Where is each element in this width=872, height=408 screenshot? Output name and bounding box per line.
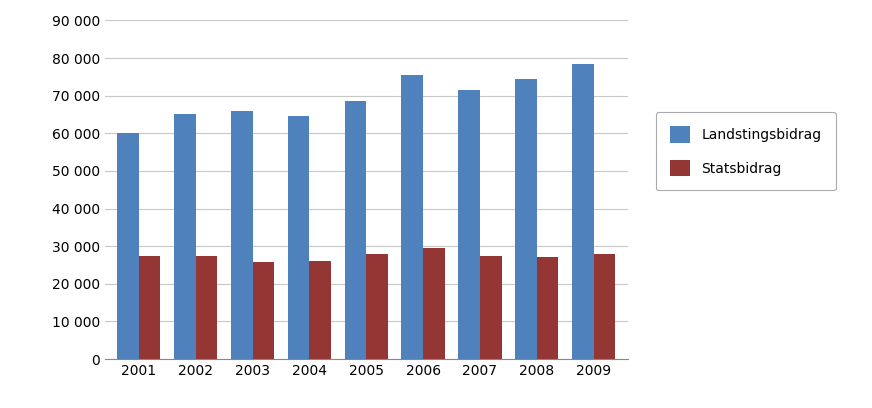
Bar	[594, 254, 616, 359]
Bar	[572, 64, 594, 359]
Bar	[310, 261, 331, 359]
Bar	[117, 133, 139, 359]
Bar	[401, 75, 423, 359]
Bar	[366, 254, 388, 359]
Bar	[537, 257, 558, 359]
Bar	[139, 255, 160, 359]
Bar	[344, 101, 366, 359]
Bar	[253, 262, 274, 359]
Bar	[423, 248, 445, 359]
Bar	[480, 255, 501, 359]
Bar	[459, 90, 480, 359]
Legend: Landstingsbidrag, Statsbidrag: Landstingsbidrag, Statsbidrag	[656, 112, 835, 191]
Bar	[288, 116, 310, 359]
Bar	[174, 115, 195, 359]
Bar	[515, 79, 537, 359]
Bar	[195, 255, 217, 359]
Bar	[231, 111, 253, 359]
